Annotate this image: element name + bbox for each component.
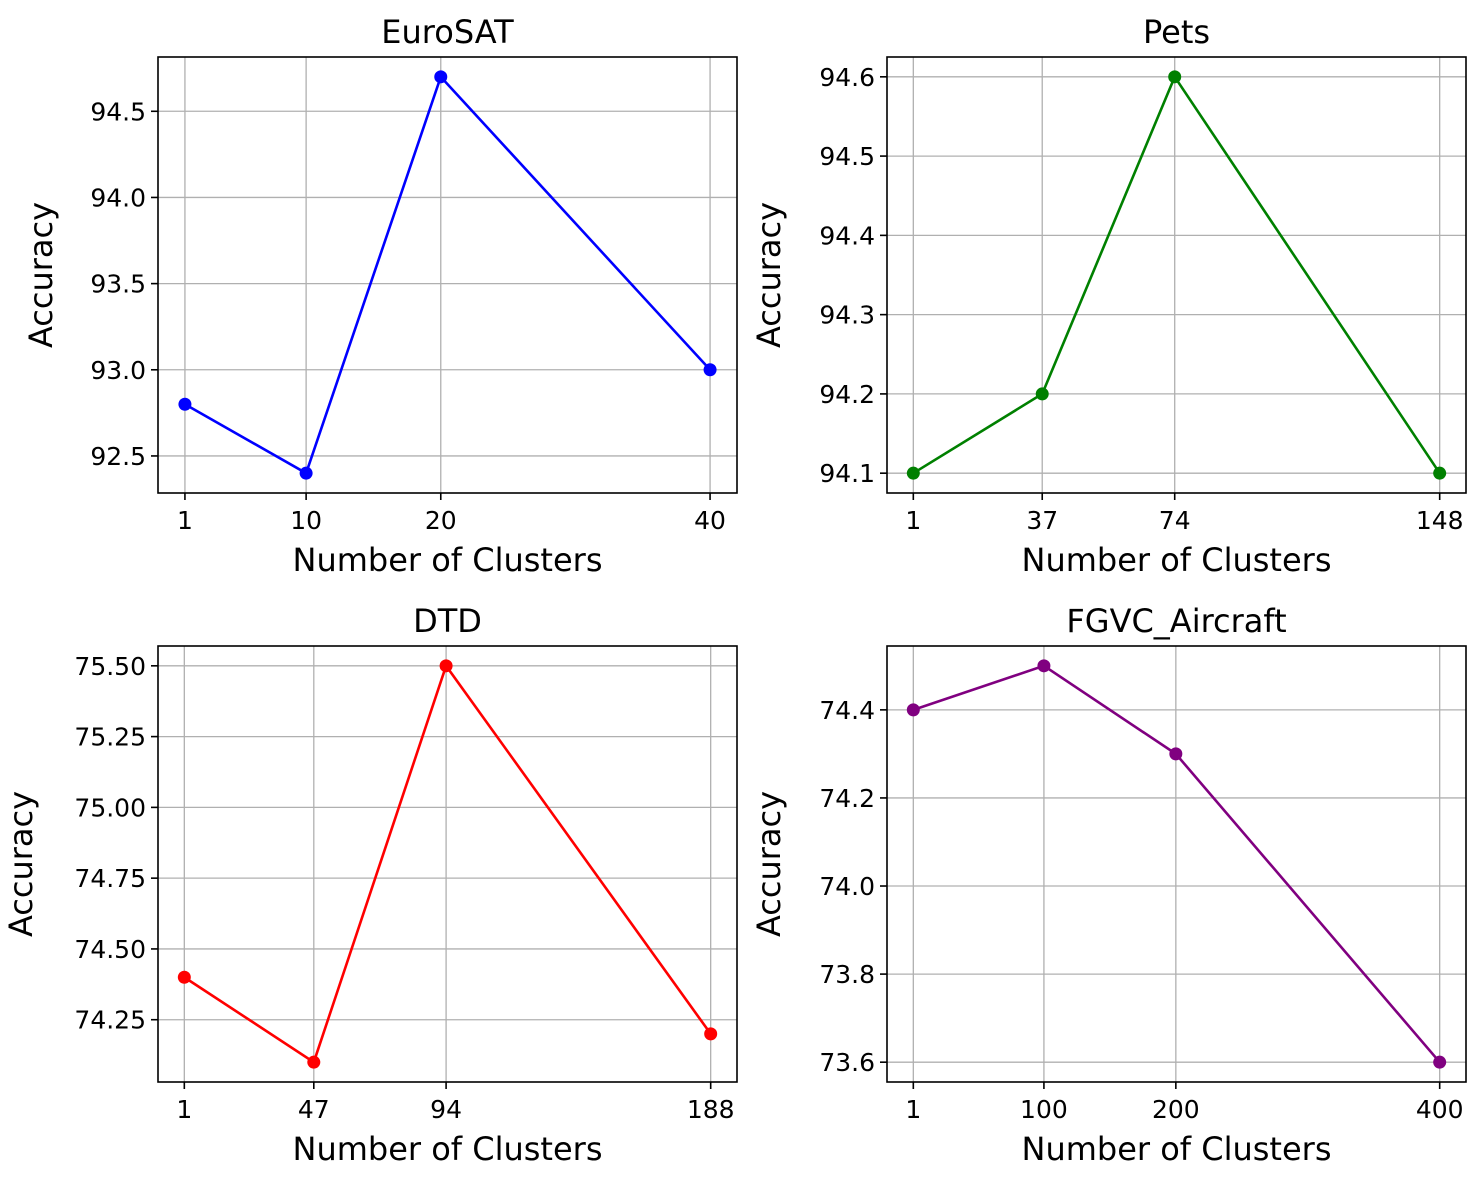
subplot-2: 1 37 74 148 94.1 94.2 94.3 94.4 94.5 94.6 Pets Numb… (750, 13, 1467, 579)
y-axis-label: Accuracy (750, 791, 788, 937)
y-tick-label: 94.1 (819, 459, 875, 488)
series-line (912, 74, 1441, 475)
subplot-4: 1 100 200 400 73.6 73.8 74.0 74.2 74.4 FGVC_Aircr… (750, 602, 1467, 1168)
y-tick-label: 74.50 (74, 935, 146, 964)
y-tick-label: 75.00 (74, 793, 146, 822)
x-axis-label: Number of Clusters (1022, 541, 1332, 579)
y-tick-label: 93.0 (90, 356, 146, 385)
plot-frame (157, 645, 738, 1083)
x-tick-label: 40 (694, 506, 726, 535)
data-point (307, 1055, 321, 1069)
chart-title: EuroSAT (381, 13, 514, 51)
data-point (906, 466, 920, 480)
subplot-1: 1 10 20 40 92.5 93.0 93.5 94.0 94.5 EuroSAT Number… (22, 13, 738, 579)
data-point (906, 703, 920, 717)
y-tick-label: 74.4 (819, 696, 875, 725)
data-point (177, 970, 191, 984)
x-tick-label: 200 (1152, 1095, 1200, 1124)
plot-frame (157, 56, 738, 494)
x-tick-label: 94 (430, 1095, 462, 1124)
series-line (912, 664, 1441, 1064)
x-tick-label: 148 (1416, 506, 1464, 535)
data-point (1037, 659, 1051, 673)
y-tick-label: 73.6 (819, 1048, 875, 1077)
x-tick-label: 1 (905, 1095, 921, 1124)
x-tick-label: 20 (425, 506, 457, 535)
y-tick-label: 94.4 (819, 221, 875, 250)
x-tick-label: 1 (177, 506, 193, 535)
plot-frame (886, 645, 1467, 1083)
x-tick-label: 47 (298, 1095, 330, 1124)
y-tick-label: 94.5 (819, 142, 875, 171)
x-tick-label: 37 (1026, 506, 1058, 535)
x-tick-label: 10 (290, 506, 322, 535)
y-tick-label: 92.5 (90, 442, 146, 471)
data-point (704, 1027, 718, 1041)
y-tick-label: 75.25 (74, 723, 146, 752)
data-point (1169, 747, 1183, 761)
y-tick-label: 94.6 (819, 63, 875, 92)
series-line (183, 662, 712, 1065)
x-tick-label: 1 (905, 506, 921, 535)
series-line (184, 74, 712, 476)
chart-title: FGVC_Aircraft (1066, 602, 1286, 640)
data-point (1035, 387, 1049, 401)
data-point (439, 659, 453, 673)
data-point (178, 397, 192, 411)
x-axis-label: Number of Clusters (293, 541, 603, 579)
plot-frame (886, 56, 1467, 494)
y-tick-label: 94.0 (90, 183, 146, 212)
y-axis-label: Accuracy (2, 791, 40, 937)
y-tick-label: 75.50 (74, 652, 146, 681)
y-tick-label: 74.75 (74, 864, 146, 893)
y-tick-label: 74.0 (819, 872, 875, 901)
x-axis-label: Number of Clusters (1022, 1130, 1332, 1168)
x-tick-label: 100 (1020, 1095, 1068, 1124)
x-tick-label: 188 (687, 1095, 735, 1124)
data-point (703, 363, 717, 377)
y-tick-label: 74.2 (819, 784, 875, 813)
data-point (434, 70, 448, 84)
data-point (1433, 466, 1447, 480)
x-tick-label: 400 (1416, 1095, 1464, 1124)
x-tick-label: 74 (1159, 506, 1191, 535)
data-point (1433, 1055, 1447, 1069)
y-tick-label: 94.2 (819, 380, 875, 409)
chart-title: Pets (1143, 13, 1210, 51)
y-tick-label: 94.5 (90, 97, 146, 126)
y-tick-label: 74.25 (74, 1006, 146, 1035)
x-tick-label: 1 (176, 1095, 192, 1124)
y-tick-label: 73.8 (819, 960, 875, 989)
y-tick-label: 94.3 (819, 301, 875, 330)
subplot-3: 1 47 94 188 74.25 74.50 74.75 75.00 75.25 75.50 DT… (2, 602, 738, 1168)
data-point (299, 466, 313, 480)
chart-title: DTD (413, 602, 482, 640)
y-axis-label: Accuracy (22, 202, 60, 348)
y-axis-label: Accuracy (750, 202, 788, 348)
data-point (1168, 70, 1182, 84)
x-axis-label: Number of Clusters (293, 1130, 603, 1168)
y-tick-label: 93.5 (90, 270, 146, 299)
